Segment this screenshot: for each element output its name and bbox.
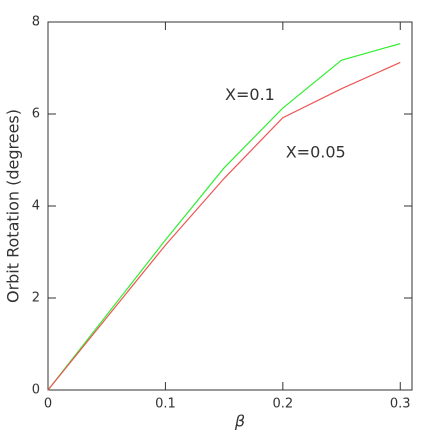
series-line bbox=[47, 61, 401, 391]
y-tick-label: 0 bbox=[32, 383, 40, 398]
annotation: X=0.05 bbox=[286, 143, 346, 162]
x-axis-label: β bbox=[234, 412, 245, 431]
y-axis-label: Orbit Rotation (degrees) bbox=[4, 109, 23, 303]
y-tick-label: 4 bbox=[32, 199, 40, 214]
series-line bbox=[47, 43, 401, 391]
x-tick-label: 0.3 bbox=[390, 397, 411, 412]
y-tick-label: 6 bbox=[32, 107, 40, 122]
x-tick-label: 0 bbox=[44, 397, 52, 412]
annotation: X=0.1 bbox=[225, 85, 275, 104]
y-tick-label: 2 bbox=[32, 291, 40, 306]
x-tick-label: 0.1 bbox=[155, 397, 176, 412]
plot-frame bbox=[47, 21, 413, 391]
x-tick-label: 0.2 bbox=[272, 397, 293, 412]
y-tick-label: 8 bbox=[32, 15, 40, 30]
